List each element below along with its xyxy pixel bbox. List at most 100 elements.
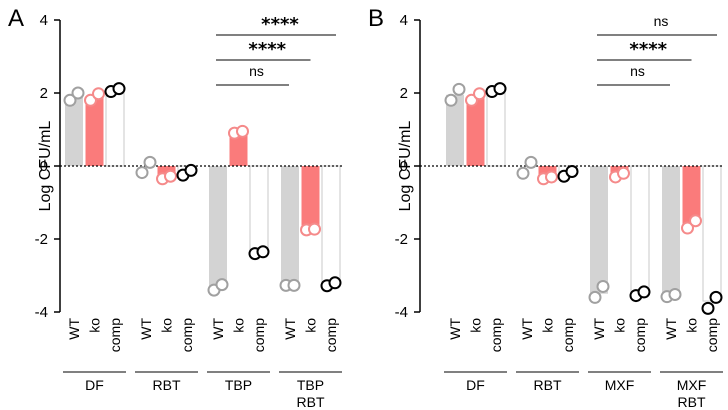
category-label: comp: [488, 318, 504, 352]
data-point: [516, 166, 530, 180]
data-point: [452, 82, 466, 96]
data-point: [143, 155, 157, 169]
group-label: RBT: [297, 394, 325, 410]
category-label: WT: [138, 318, 154, 340]
significance-label: ns: [249, 63, 264, 79]
significance-label: ****: [261, 14, 299, 35]
group-label: TBP: [225, 377, 252, 393]
significance-label: ns: [654, 13, 669, 29]
group-label: RBT: [534, 377, 562, 393]
category-label: ko: [87, 318, 103, 333]
bar-mxf-wt: [590, 166, 608, 294]
bar-df-comp: [486, 89, 506, 167]
data-point: [63, 93, 77, 107]
bar-mxf-rbt-ko: [682, 166, 701, 225]
y-tick-label: 2: [40, 85, 48, 102]
group-label: RBT: [678, 394, 706, 410]
y-axis-title: Log CFU/mL: [397, 121, 414, 212]
bar-tbp-rbt-comp: [321, 165, 341, 285]
y-axis-title: Log CFU/mL: [37, 121, 54, 212]
data-point: [701, 301, 715, 315]
data-point: [588, 290, 602, 304]
group-label: MXF: [605, 377, 635, 393]
category-label: ko: [303, 318, 319, 333]
data-point: [565, 164, 579, 178]
category-label: WT: [282, 318, 298, 340]
category-label: WT: [447, 318, 463, 340]
data-point: [617, 166, 630, 180]
y-tick-label: 0: [400, 158, 408, 175]
data-point: [308, 222, 321, 236]
bar-df-ko: [466, 96, 485, 166]
data-point: [328, 276, 342, 290]
category-label: comp: [107, 318, 123, 352]
data-point: [256, 245, 270, 259]
category-label: WT: [210, 318, 226, 340]
bar-mxf-comp: [630, 165, 650, 295]
category-label: ko: [231, 318, 247, 333]
category-label: ko: [159, 318, 175, 333]
bar-df-comp: [105, 89, 125, 167]
data-point: [493, 82, 507, 96]
significance-label: ****: [248, 39, 286, 60]
data-point: [71, 86, 85, 100]
category-label: ko: [468, 318, 484, 333]
significance-label: ****: [629, 39, 667, 60]
category-label: comp: [179, 318, 195, 352]
group-label: DF: [85, 377, 104, 393]
category-label: ko: [612, 318, 628, 333]
data-point: [215, 278, 229, 292]
bar-tbp-comp: [249, 165, 269, 254]
category-label: comp: [632, 318, 648, 352]
category-label: comp: [251, 318, 267, 352]
bar-mxf-rbt-comp: [702, 165, 722, 302]
data-point: [184, 163, 198, 177]
category-label: WT: [663, 318, 679, 340]
data-point: [135, 166, 149, 180]
group-label: MXF: [677, 377, 707, 393]
y-tick-label: -4: [35, 304, 48, 321]
data-point: [681, 221, 694, 235]
y-tick-label: -2: [395, 231, 408, 248]
bar-tbp-wt: [209, 166, 227, 289]
data-point: [709, 290, 723, 304]
data-point: [112, 82, 126, 96]
category-label: comp: [323, 318, 339, 352]
bar-tbp-ko: [229, 132, 248, 166]
data-point: [689, 214, 702, 228]
y-tick-label: 0: [40, 158, 48, 175]
bar-tbp-rbt-ko: [301, 166, 320, 230]
category-label: WT: [66, 318, 82, 340]
data-point: [473, 87, 486, 101]
group-label: TBP: [297, 377, 324, 393]
bar-mxf-rbt-wt: [662, 166, 680, 296]
group-label: RBT: [153, 377, 181, 393]
data-point: [164, 169, 177, 183]
group-label: DF: [466, 377, 485, 393]
category-label: ko: [540, 318, 556, 333]
data-point: [444, 93, 458, 107]
panel-letter: B: [368, 5, 384, 32]
data-point: [596, 279, 610, 293]
category-label: WT: [591, 318, 607, 340]
y-tick-label: 4: [400, 12, 408, 29]
bar-df-wt: [446, 94, 464, 166]
panel-letter: A: [8, 5, 24, 32]
bar-df-ko: [85, 96, 104, 166]
data-point: [92, 87, 105, 101]
data-point: [236, 124, 249, 138]
y-tick-label: 2: [400, 85, 408, 102]
category-label: comp: [704, 318, 720, 352]
bar-rbt-ko: [538, 166, 557, 177]
data-point: [668, 287, 682, 301]
category-label: comp: [560, 318, 576, 352]
bar-tbp-rbt-wt: [281, 166, 299, 286]
bar-df-wt: [65, 96, 83, 166]
data-point: [287, 278, 301, 292]
category-label: WT: [519, 318, 535, 340]
data-point: [545, 170, 558, 184]
data-point: [524, 155, 538, 169]
